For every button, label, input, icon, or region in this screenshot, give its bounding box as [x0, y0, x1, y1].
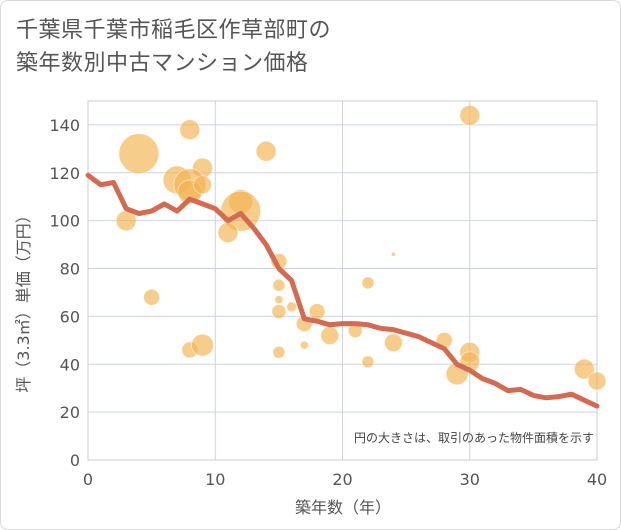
- chart-title-line-2: 築年数別中古マンション価格: [16, 51, 309, 76]
- data-bubble: [274, 295, 284, 305]
- data-bubble: [272, 278, 286, 292]
- data-bubble: [272, 345, 286, 359]
- plot-border: [87, 100, 598, 461]
- bubble-series: [115, 104, 607, 391]
- y-tick-label: 0: [70, 451, 80, 470]
- x-tick-label: 0: [83, 470, 93, 489]
- x-tick-label: 30: [460, 470, 480, 489]
- data-bubble: [361, 355, 375, 369]
- data-bubble: [299, 340, 309, 350]
- data-bubble: [390, 251, 396, 257]
- data-bubble: [308, 303, 326, 321]
- data-bubble: [255, 140, 277, 162]
- x-tick-label: 20: [332, 470, 352, 489]
- data-bubble: [587, 371, 607, 391]
- x-axis-label: 築年数（年）: [295, 498, 391, 517]
- y-tick-label: 120: [49, 164, 80, 183]
- data-bubble: [459, 104, 481, 126]
- data-bubble: [193, 175, 212, 195]
- data-bubble: [217, 222, 239, 244]
- y-tick-label: 20: [60, 403, 80, 422]
- x-tick-label: 10: [205, 470, 225, 489]
- data-bubble: [143, 288, 161, 306]
- data-bubble: [179, 119, 201, 141]
- y-axis-label: 坪（3.3㎡）単価（万円）: [14, 207, 33, 392]
- data-bubble: [286, 301, 298, 313]
- data-bubble: [271, 304, 287, 320]
- data-bubble: [573, 358, 595, 380]
- y-tick-label: 100: [49, 212, 80, 231]
- data-bubble: [191, 333, 214, 357]
- y-tick-label: 60: [60, 307, 80, 326]
- chart-title-line-1: 千葉県千葉市稲毛区作草部町の: [16, 18, 332, 43]
- chart-title: 千葉県千葉市稲毛区作草部町の 築年数別中古マンション価格: [16, 14, 331, 80]
- x-tick-label: 40: [587, 470, 607, 489]
- trend-line: [85, 172, 600, 409]
- y-tick-label: 80: [60, 260, 80, 279]
- y-tick-label: 140: [49, 116, 80, 135]
- data-bubble: [118, 133, 160, 175]
- y-tick-labels: 0 20 40 60 80 100 120 140: [49, 116, 80, 470]
- data-bubble: [361, 276, 375, 290]
- grid-lines: [87, 101, 598, 461]
- data-bubble: [320, 326, 340, 345]
- x-tick-labels: 0 10 20 30 40: [83, 470, 607, 489]
- y-tick-label: 40: [60, 355, 80, 374]
- bubble-size-note: 円の大きさは、取引のあった物件面積を示す: [354, 430, 594, 445]
- data-bubble: [383, 333, 403, 353]
